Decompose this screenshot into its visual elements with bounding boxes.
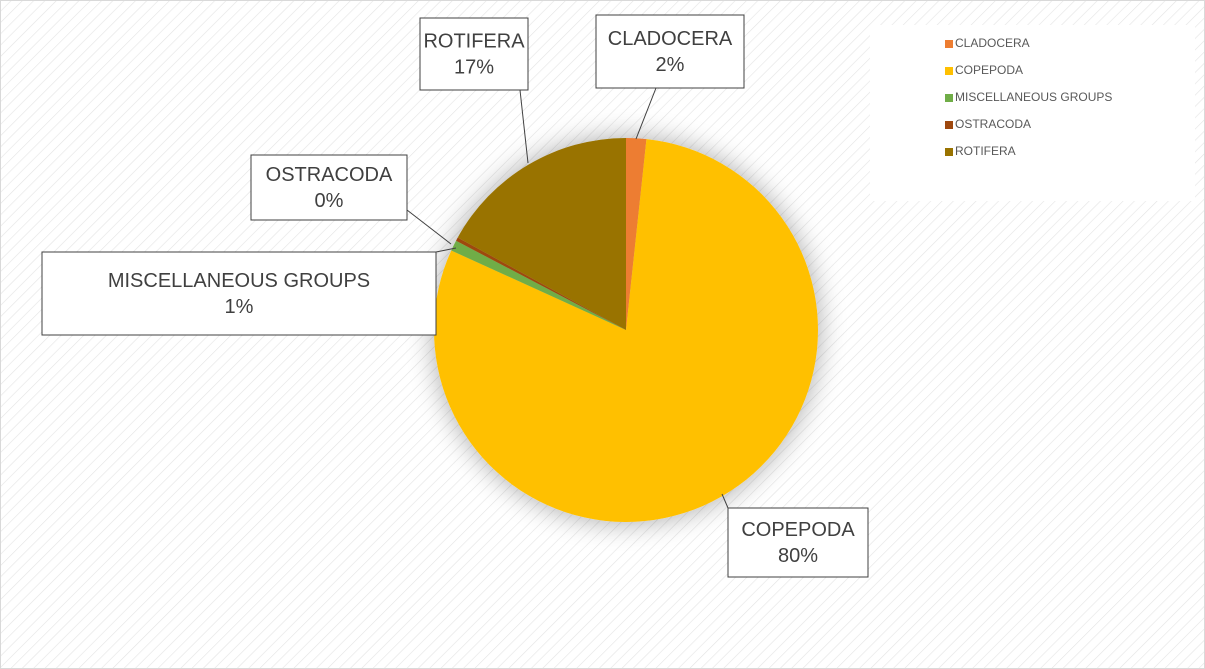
leader-line (635, 87, 657, 140)
legend-swatch (945, 40, 953, 48)
legend-swatch (945, 148, 953, 156)
data-label-value: 1% (225, 296, 254, 318)
leader-line (519, 89, 529, 164)
data-label-box (250, 154, 408, 221)
data-label-name: ROTIFERA (423, 30, 525, 52)
data-label-box (41, 251, 437, 336)
data-label-name: COPEPODA (741, 519, 855, 541)
leader-line (435, 247, 457, 253)
legend-label: OSTRACODA (955, 117, 1031, 131)
data-label-value: 0% (315, 190, 344, 212)
pie (433, 138, 818, 523)
data-label-box (727, 507, 869, 578)
legend-label: COPEPODA (955, 63, 1023, 77)
legend-label: MISCELLANEOUS GROUPS (955, 90, 1112, 104)
data-label-value: 17% (454, 56, 494, 78)
data-label-value: 2% (656, 54, 685, 76)
data-label-name: MISCELLANEOUS GROUPS (108, 270, 370, 292)
data-label-value: 80% (778, 545, 818, 567)
legend-swatch (945, 94, 953, 102)
pie-slice (456, 237, 626, 330)
leader-line (406, 209, 452, 245)
data-label-box (419, 17, 529, 91)
leader-line (721, 493, 729, 509)
pie-slice (451, 240, 626, 330)
data-label-name: OSTRACODA (266, 164, 393, 186)
legend-swatch (945, 121, 953, 129)
data-label-box (595, 14, 745, 89)
pie-slice (626, 138, 647, 330)
legend-swatch (945, 67, 953, 75)
pie-slice (457, 138, 626, 330)
data-label-name: CLADOCERA (608, 28, 733, 50)
legend-label: ROTIFERA (955, 144, 1016, 158)
legend-box (870, 25, 1195, 201)
pie-slice (433, 139, 818, 523)
legend-label: CLADOCERA (955, 36, 1030, 50)
